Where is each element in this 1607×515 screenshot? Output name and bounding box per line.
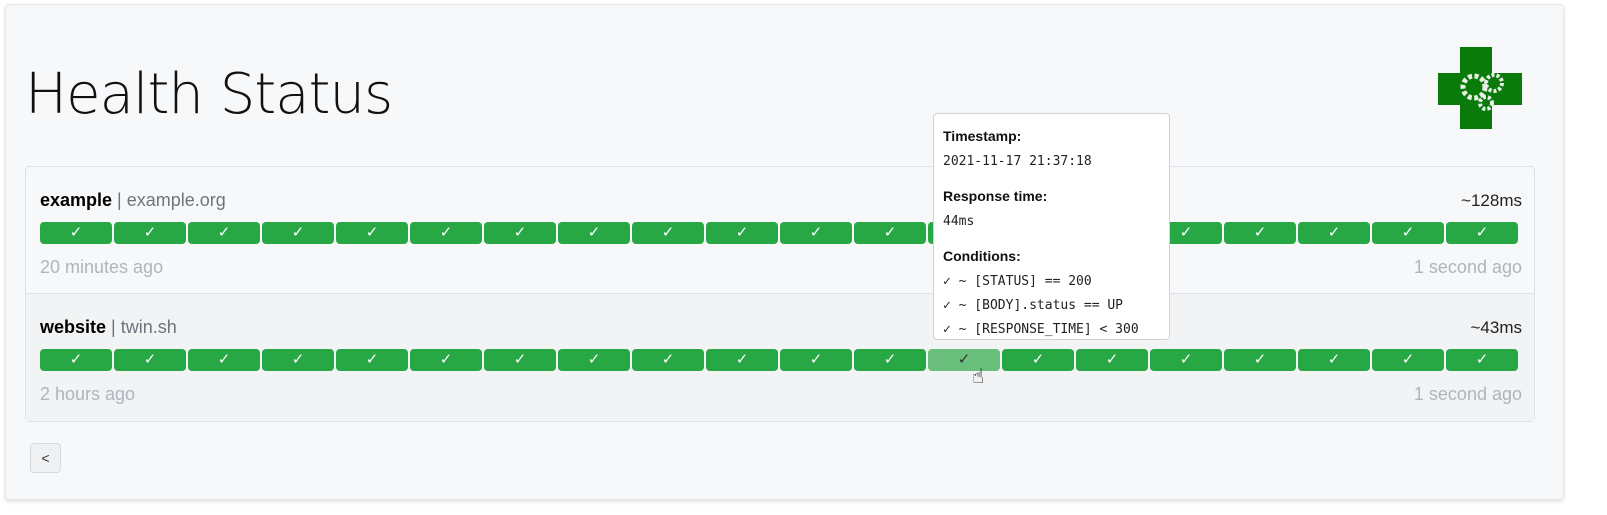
result-tooltip: Timestamp: 2021-11-17 21:37:18 Response … [933, 113, 1170, 340]
service-title: example [40, 190, 113, 210]
service-host: example.org [126, 190, 226, 210]
service-list: example | example.org ~128ms ✓ ✓ ✓ ✓ ✓ ✓ ✓ ✓ ✓ ✓ ✓… [25, 166, 1535, 422]
result-bar[interactable]: ✓ [706, 222, 778, 244]
result-bar[interactable]: ✓ [1150, 349, 1222, 371]
condition-item: ✓ ~ [BODY].status == UP [943, 298, 1124, 313]
result-bar[interactable]: ✓ [558, 222, 630, 244]
result-bar[interactable]: ✓ [558, 349, 630, 371]
result-bar[interactable]: ✓ [410, 222, 482, 244]
timestamp-label: Timestamp: [943, 128, 1022, 144]
result-bar[interactable]: ✓ [410, 349, 482, 371]
previous-page-button[interactable]: < [30, 443, 61, 473]
result-bars: ✓✓✓✓✓✓✓✓✓✓✓✓✓✓✓✓✓✓✓✓ [40, 349, 1518, 371]
result-bar[interactable]: ✓ [114, 349, 186, 371]
result-bar[interactable]: ✓ [114, 222, 186, 244]
result-bar[interactable]: ✓ [706, 349, 778, 371]
newest-result-time: 1 second ago [1413, 384, 1522, 404]
result-bar[interactable]: ✓ [928, 349, 1000, 371]
timestamp-value: 2021-11-17 21:37:18 [943, 154, 1092, 169]
oldest-result-time: 20 minutes ago [40, 257, 164, 277]
condition-item: ✓ ~ [STATUS] == 200 [943, 274, 1092, 289]
result-bar[interactable]: ✓ [336, 349, 408, 371]
result-bar[interactable]: ✓ [484, 349, 556, 371]
result-bars: ✓✓✓✓✓✓✓✓✓✓✓✓✓✓✓✓✓✓✓✓ [40, 222, 1518, 244]
result-bar[interactable]: ✓ [1372, 222, 1444, 244]
service-title: website [40, 317, 107, 337]
result-bar[interactable]: ✓ [1372, 349, 1444, 371]
result-bar[interactable]: ✓ [632, 349, 704, 371]
service-name: example | example.org [40, 190, 226, 210]
result-bar[interactable]: ✓ [1446, 222, 1518, 244]
result-bar[interactable]: ✓ [632, 222, 704, 244]
result-bar[interactable]: ✓ [1224, 222, 1296, 244]
result-bar[interactable]: ✓ [262, 349, 334, 371]
result-bar[interactable]: ✓ [484, 222, 556, 244]
result-bar[interactable]: ✓ [40, 349, 112, 371]
service-website: website | twin.sh ~43ms ✓ ✓ ✓ ✓ ✓ ✓ ✓ ✓ ✓ ✓ ✓ ✓ ✓ ✓ ✓ ✓… [26, 294, 1534, 421]
result-bar[interactable]: ✓ [854, 349, 926, 371]
service-example: example | example.org ~128ms ✓ ✓ ✓ ✓ ✓ ✓ ✓ ✓ ✓ ✓ ✓… [26, 167, 1534, 294]
newest-result-time: 1 second ago [1413, 257, 1522, 277]
result-bar[interactable]: ✓ [40, 222, 112, 244]
hand-cursor-icon: ☝ [972, 366, 985, 388]
response-time-label: Response time: [943, 188, 1048, 204]
service-host: twin.sh [120, 317, 177, 337]
result-bar[interactable]: ✓ [188, 222, 260, 244]
service-name: website | twin.sh [40, 317, 177, 337]
logo-health-cross-gears-icon [1438, 47, 1522, 129]
result-bar[interactable]: ✓ [780, 349, 852, 371]
result-bar[interactable]: ✓ [262, 222, 334, 244]
result-bar[interactable]: ✓ [1076, 349, 1148, 371]
oldest-result-time: 2 hours ago [40, 384, 136, 404]
result-bar[interactable]: ✓ [188, 349, 260, 371]
result-bar[interactable]: ✓ [1446, 349, 1518, 371]
result-bar[interactable]: ✓ [1298, 349, 1370, 371]
result-bar[interactable]: ✓ [780, 222, 852, 244]
average-response-time: ~128ms [1461, 191, 1522, 210]
conditions-label: Conditions: [943, 248, 1021, 264]
average-response-time: ~43ms [1470, 318, 1523, 337]
result-bar[interactable]: ✓ [854, 222, 926, 244]
result-bar[interactable]: ✓ [1224, 349, 1296, 371]
page-title: Health Status [25, 62, 393, 127]
condition-item: ✓ ~ [RESPONSE_TIME] < 300 [943, 322, 1139, 337]
result-bar[interactable]: ✓ [1298, 222, 1370, 244]
result-bar[interactable]: ✓ [1002, 349, 1074, 371]
response-time-value: 44ms [943, 214, 975, 229]
result-bar[interactable]: ✓ [336, 222, 408, 244]
